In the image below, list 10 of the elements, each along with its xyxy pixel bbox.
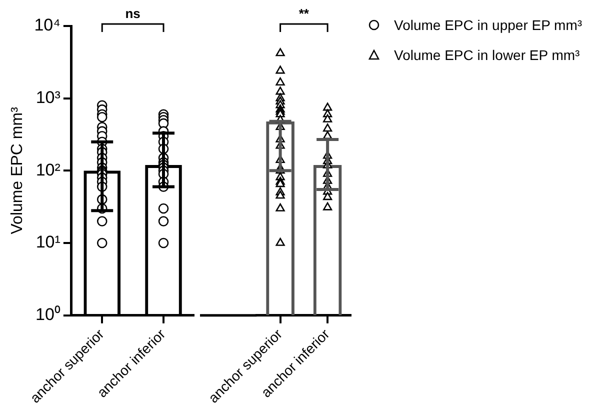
- legend-label: Volume EPC in upper EP mm³: [394, 17, 582, 33]
- y-tick-label: 10⁰: [35, 305, 60, 324]
- y-tick-label: 10⁴: [34, 16, 60, 35]
- y-tick-label: 10³: [36, 88, 61, 108]
- text: Volume EPC in lower EP mm³: [394, 47, 580, 63]
- y-tick-label: 10²: [36, 160, 61, 180]
- y-axis-title: Volume EPC mm³: [9, 106, 26, 234]
- y-tick-label: 10¹: [36, 232, 61, 252]
- text: **: [298, 6, 310, 22]
- text: ns: [125, 6, 140, 22]
